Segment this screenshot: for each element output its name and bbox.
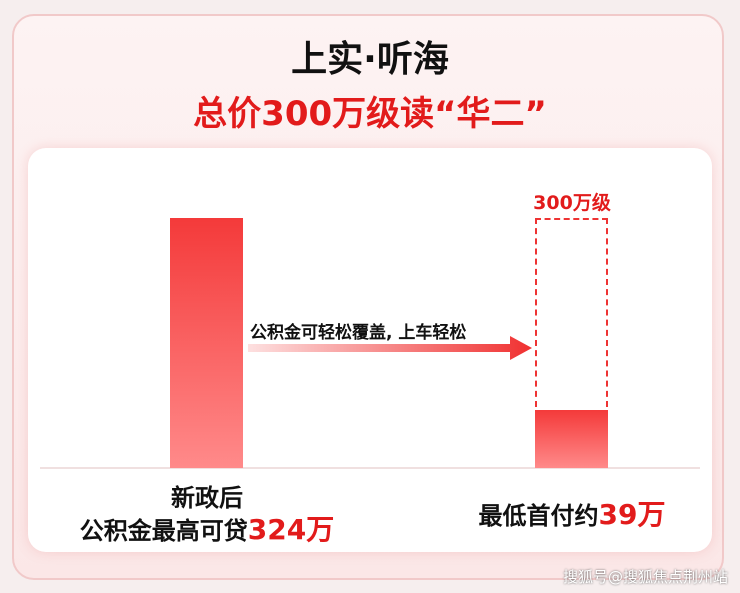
box-label: 300万级 (533, 192, 611, 214)
watermark: 搜狐号@搜狐焦点荆州站 (562, 568, 728, 586)
subtitle: 总价300万级读“华二” (193, 94, 547, 134)
title: 上实·听海 (291, 39, 449, 80)
bar (535, 410, 608, 468)
bar (170, 218, 243, 468)
baseline (40, 467, 700, 469)
left-amount: 324万 (247, 513, 335, 546)
right-line: 最低首付约39万 (430, 493, 714, 533)
left-text: 公积金最高可贷 (79, 517, 248, 545)
right-text: 最低首付约 (478, 502, 599, 530)
arrow (248, 336, 532, 360)
arrow-label: 公积金可轻松覆盖, 上车轻松 (250, 323, 467, 343)
left-line2: 公积金最高可贷324万 (40, 508, 374, 548)
left-line1: 新政后 (171, 484, 243, 512)
right-amount: 39万 (598, 498, 666, 531)
